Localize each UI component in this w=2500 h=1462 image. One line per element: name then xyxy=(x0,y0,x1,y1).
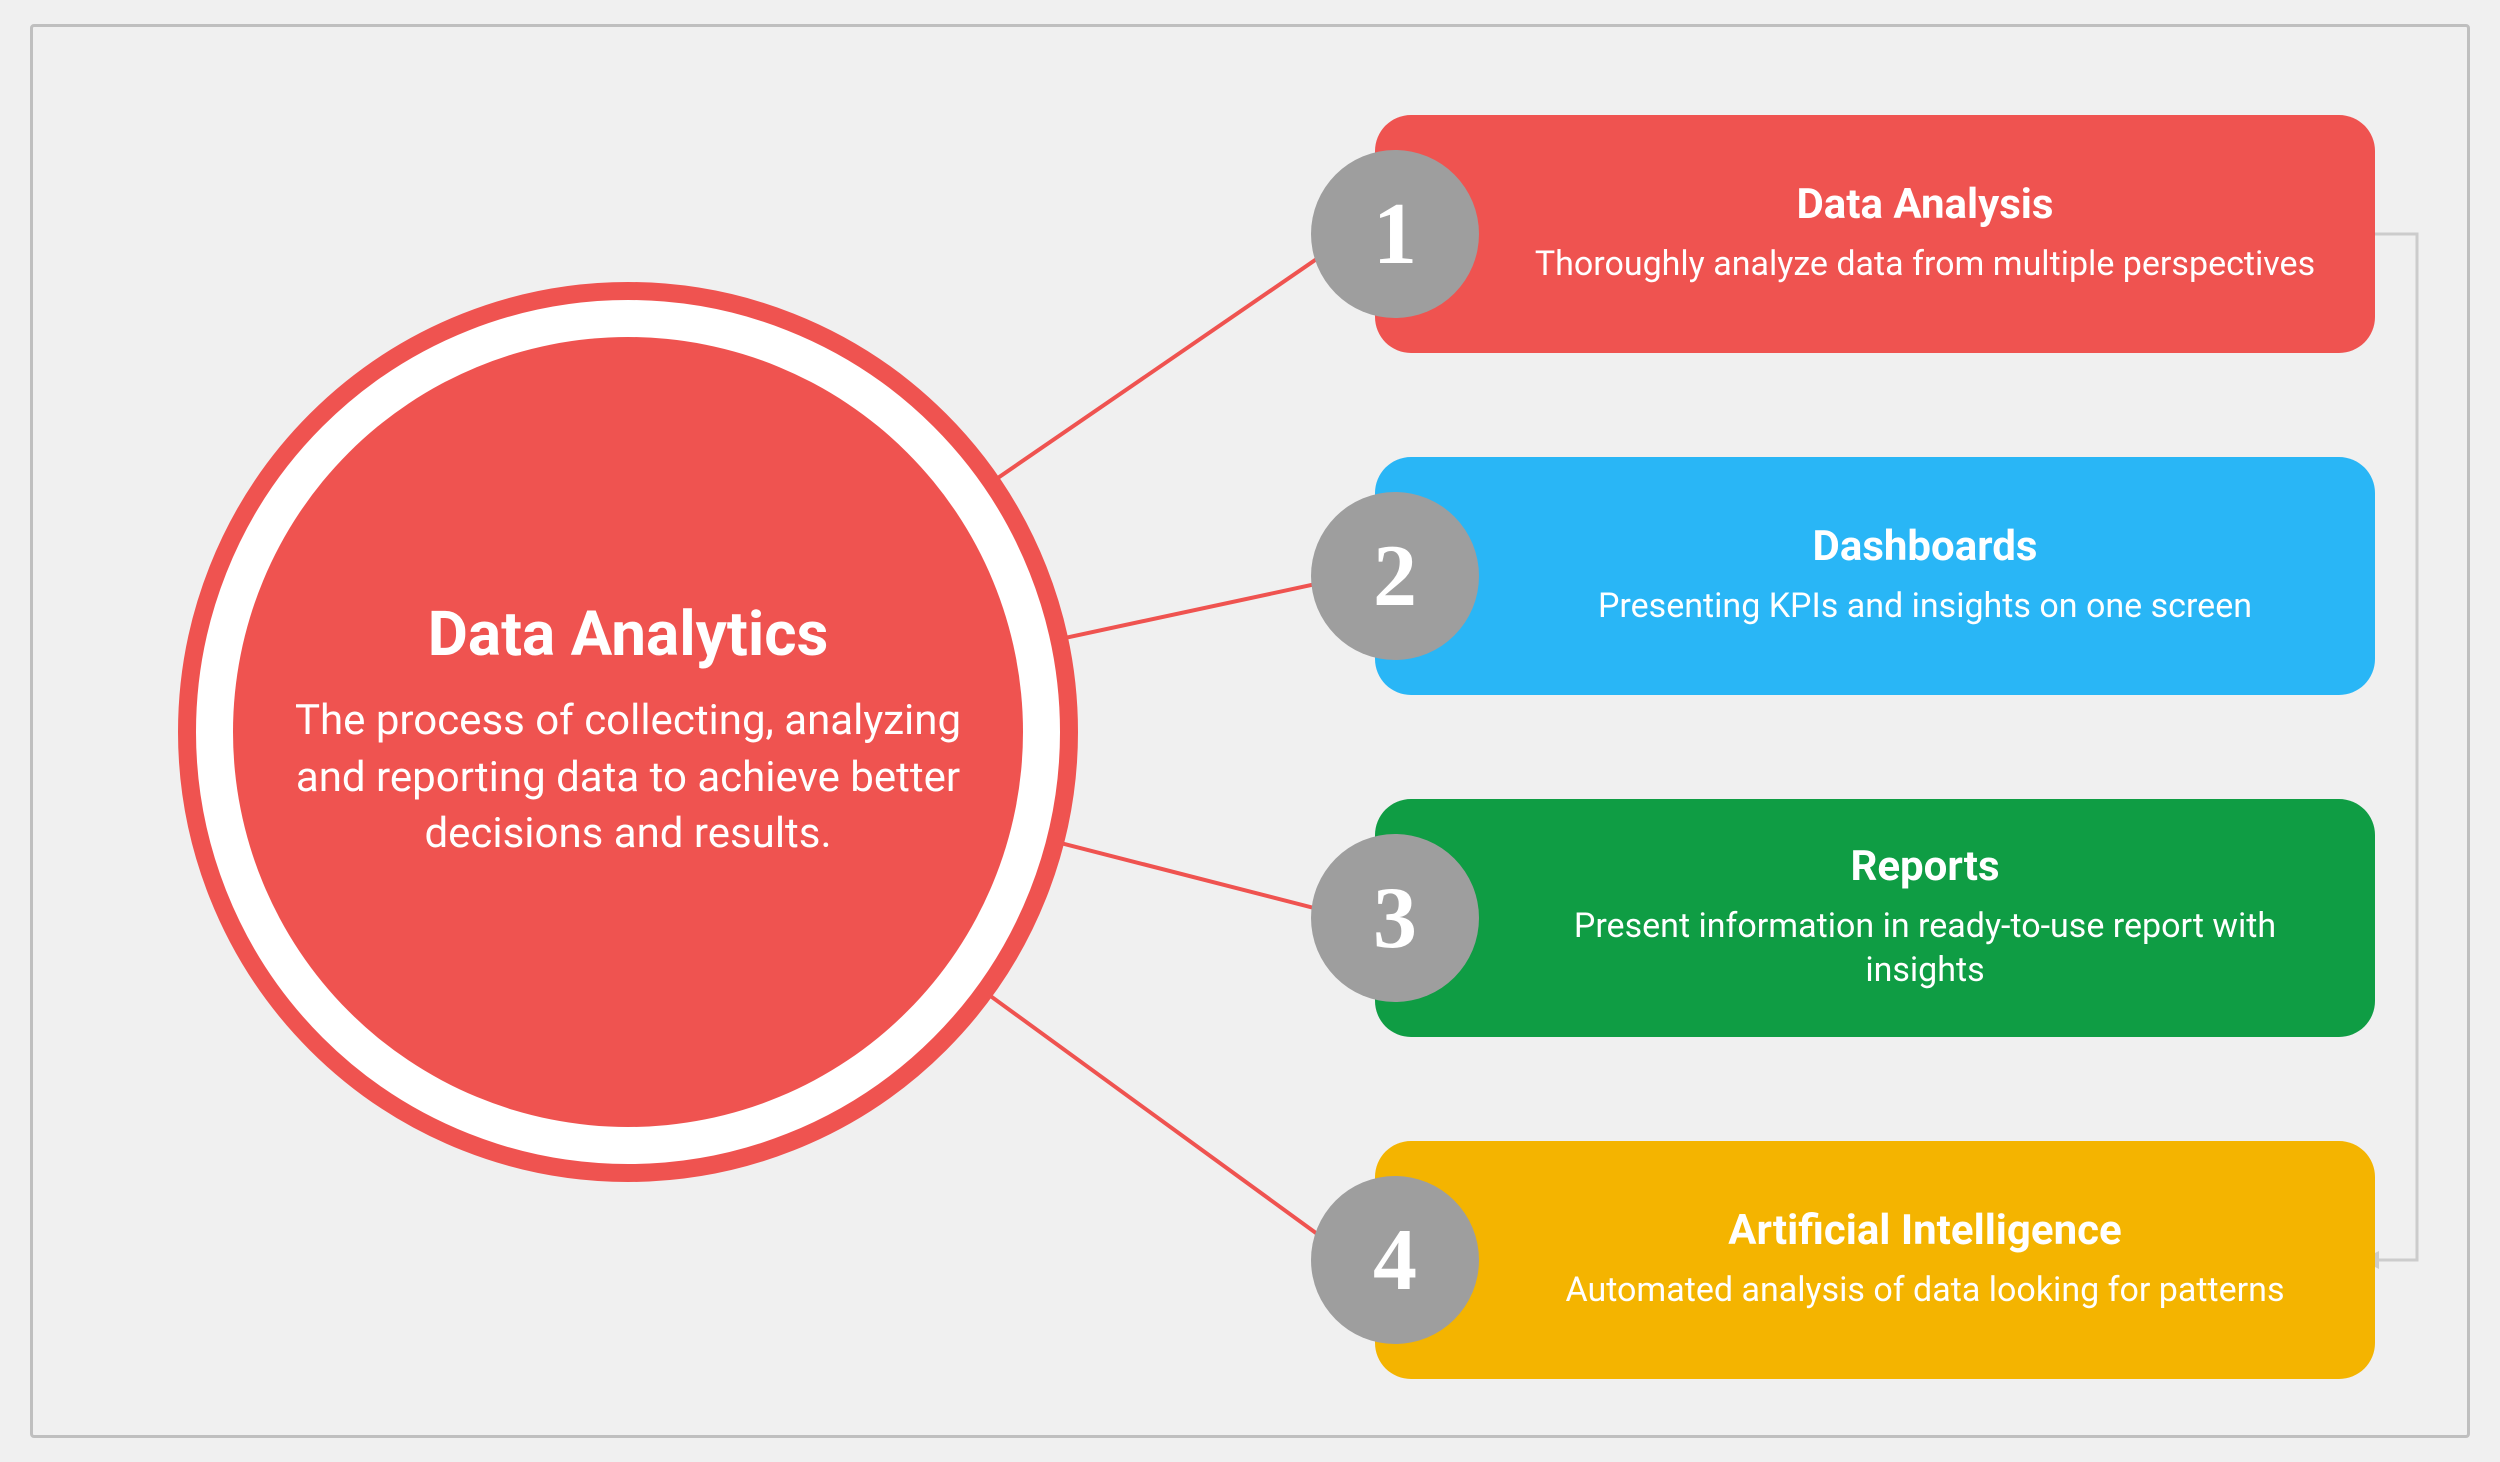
info-card-3: Reports Present information in ready-to-u… xyxy=(1375,799,2375,1037)
card-title: Data Analysis xyxy=(1797,182,2054,228)
hub-title: Data Analytics xyxy=(428,601,829,669)
card-description: Thoroughly analyze data from multiple pe… xyxy=(1535,242,2315,286)
hub-description: The process of collecting, analyzing and… xyxy=(293,693,963,863)
info-card-1: Data Analysis Thoroughly analyze data fro… xyxy=(1375,115,2375,353)
card-title: Dashboards xyxy=(1813,524,2038,570)
number-badge-3: 3 xyxy=(1311,834,1479,1002)
card-description: Present information in ready-to-use repo… xyxy=(1515,904,2335,992)
badge-number: 3 xyxy=(1373,868,1417,969)
badge-number: 2 xyxy=(1373,526,1417,627)
info-card-4: Artificial Intelligence Automated analysi… xyxy=(1375,1141,2375,1379)
number-badge-2: 2 xyxy=(1311,492,1479,660)
diagram-frame: Data Analytics The process of collecting… xyxy=(30,24,2470,1438)
card-description: Presenting KPIs and insights on one scre… xyxy=(1598,584,2252,628)
card-title: Artificial Intelligence xyxy=(1728,1208,2121,1254)
number-badge-4: 4 xyxy=(1311,1176,1479,1344)
badge-number: 1 xyxy=(1373,184,1417,285)
card-title: Reports xyxy=(1850,844,1999,890)
number-badge-1: 1 xyxy=(1311,150,1479,318)
card-description: Automated analysis of data looking for p… xyxy=(1566,1268,2285,1312)
badge-number: 4 xyxy=(1373,1210,1417,1311)
hub-circle: Data Analytics The process of collecting… xyxy=(233,337,1023,1127)
info-card-2: Dashboards Presenting KPIs and insights o… xyxy=(1375,457,2375,695)
